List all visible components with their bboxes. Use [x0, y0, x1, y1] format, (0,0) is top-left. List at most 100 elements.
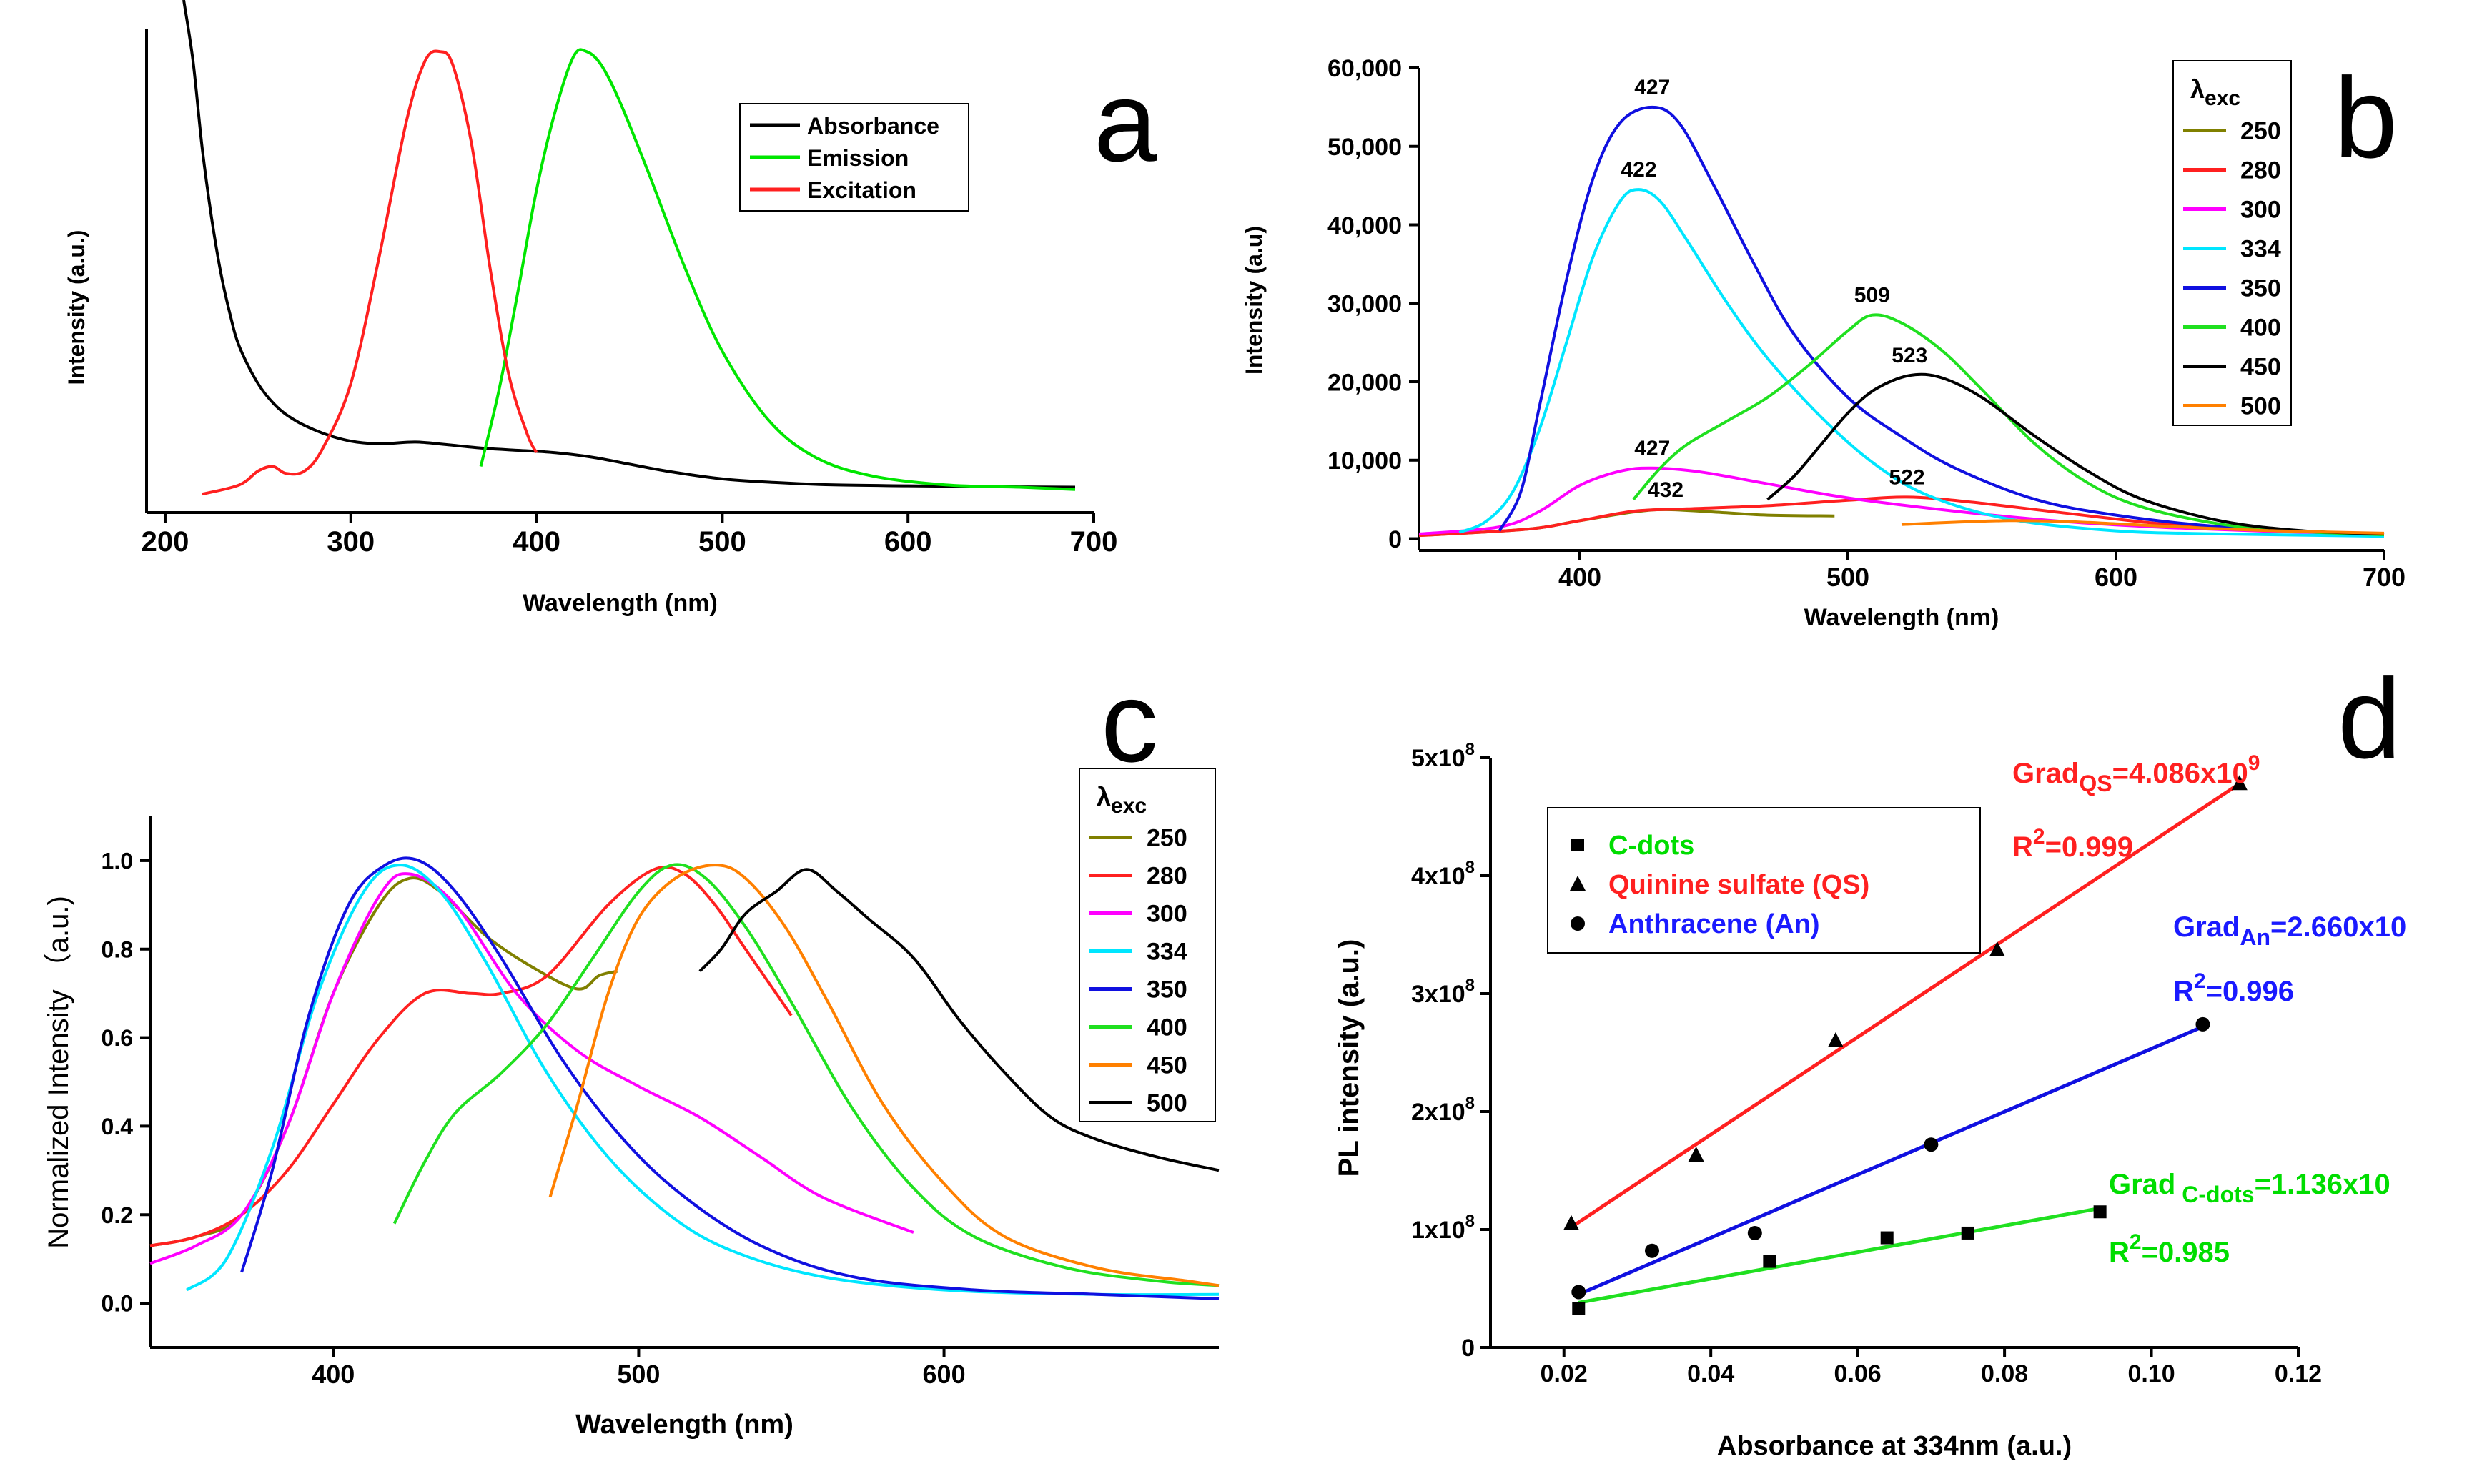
- panel-d-point-c-dots: [2093, 1205, 2107, 1219]
- panel-b-y-tick-label: 10,000: [1327, 447, 1402, 475]
- panel-c: 400 500 600 0.0 0.2 0.4 0.6 0.8 1.0 Wavelength (n…: [43, 658, 1220, 1440]
- panel-a-x-tick-label: 400: [513, 526, 560, 558]
- panel-d-point-quinine-sulfate-qs-: [1563, 1215, 1579, 1230]
- panel-b-peak-label: 509: [1854, 284, 1890, 307]
- panel-b-legend-label: 280: [2240, 157, 2281, 184]
- panel-d-y-tick-exp: 8: [1465, 858, 1475, 877]
- panel-d-point-c-dots: [1880, 1231, 1894, 1245]
- panel-a-series-line-absorbance: [182, 0, 1076, 489]
- panel-c-legend-title-sub: exc: [1111, 794, 1147, 818]
- panel-d-y-tick-base: 0: [1461, 1335, 1475, 1362]
- panel-c-series-line-250: [149, 876, 618, 1247]
- panel-c-letter: c: [1101, 658, 1158, 786]
- panel-d-y-tick-base: 5x10: [1411, 745, 1465, 772]
- panel-b-y-tick-label: 30,000: [1327, 291, 1402, 318]
- annotation-prefix: R: [2012, 831, 2033, 863]
- panel-c-y-tick-label: 0.8: [102, 936, 133, 962]
- panel-a-x-label: Wavelength (nm): [523, 590, 718, 617]
- panel-b-y-tick-label: 50,000: [1327, 134, 1402, 161]
- panel-a-x-tick-label: 600: [884, 526, 932, 558]
- panel-c-y-label: Normalized Intensity （a.u.): [43, 896, 74, 1249]
- panel-b-series-line-350: [1498, 105, 2385, 536]
- panel-c-legend-label: 300: [1147, 901, 1187, 928]
- panel-a-plot-area: [182, 0, 1076, 496]
- panel-d-y-tick-label: 1x108: [1411, 1212, 1475, 1244]
- panel-c-x-tick-label: 400: [312, 1360, 355, 1389]
- panel-c-series-line-280: [149, 865, 793, 1247]
- panel-b-legend-label: 500: [2240, 393, 2281, 420]
- panel-d-x-label: Absorbance at 334nm (a.u.): [1717, 1431, 2072, 1461]
- panel-d-point-quinine-sulfate-qs-: [1827, 1032, 1844, 1047]
- panel-d-x-tick-label: 0.02: [1541, 1360, 1588, 1387]
- panel-a: 200 300 400 500 600 700 Wavelength (nm) Intensi…: [64, 0, 1157, 617]
- panel-d-legend-label: Quinine sulfate (QS): [1608, 870, 1869, 900]
- panel-a-series-line-excitation: [202, 49, 538, 496]
- panel-d-y-tick-label: 4x108: [1411, 858, 1475, 890]
- panel-d-legend-marker: [1571, 839, 1584, 851]
- annotation-mid: =2.660x10: [2270, 911, 2406, 943]
- panel-d-point-quinine-sulfate-qs-: [2231, 775, 2248, 791]
- panel-b-peak-label: 432: [1648, 478, 1683, 502]
- panel-b-legend-title: λexc: [2190, 74, 2240, 110]
- panel-c-y-tick-label: 0.4: [102, 1114, 134, 1139]
- panel-d-legend-box: [1547, 807, 1981, 954]
- panel-a-legend-label: Excitation: [807, 177, 916, 203]
- panel-c-legend-title-lambda: λ: [1097, 782, 1111, 811]
- panel-a-legend-label: Absorbance: [807, 113, 939, 139]
- panel-d-point-anthracene-an-: [1747, 1225, 1762, 1240]
- panel-d-x-tick-label: 0.06: [1834, 1360, 1882, 1387]
- panel-b-series-line-400: [1632, 313, 2385, 536]
- panel-b-y-tick-label: 40,000: [1327, 212, 1402, 239]
- panel-c-legend-title: λexc: [1097, 782, 1147, 818]
- panel-b-peak-label: 427: [1634, 437, 1670, 460]
- panel-d-legend-label: C-dots: [1608, 831, 1694, 861]
- panel-a-x-tick-label: 300: [327, 526, 375, 558]
- panel-d-annotation-cd-r2: R2=0.985: [2109, 1230, 2230, 1268]
- panel-b-y-label: Intensity (a.u): [1241, 226, 1267, 375]
- panel-a-series-line-emission: [479, 48, 1076, 491]
- annotation-sup: 9: [2248, 751, 2260, 775]
- panel-b-x-tick-label: 400: [1558, 563, 1601, 592]
- panel-b-x-tick-label: 700: [2363, 563, 2406, 592]
- panel-a-legend-label: Emission: [807, 145, 909, 171]
- panel-d-y-tick-exp: 8: [1465, 1094, 1475, 1113]
- panel-a-x-tick-label: 200: [142, 526, 189, 558]
- annotation-sub: An: [2240, 924, 2270, 950]
- panel-c-series-line-450: [548, 864, 1220, 1287]
- panel-c-x-label: Wavelength (nm): [575, 1410, 793, 1440]
- panel-a-x-tick-label: 700: [1070, 526, 1118, 558]
- panel-b: 400 500 600 700 0 10,000 20,000 30,000 40,000 50,…: [1241, 54, 2406, 631]
- panel-d-y-tick-label: 3x108: [1411, 976, 1475, 1008]
- panel-d-annotation-qs-grad: GradQS=4.086x109: [2012, 751, 2260, 796]
- panel-d-point-quinine-sulfate-qs-: [1989, 941, 2005, 956]
- panel-a-x-tick-label: 500: [698, 526, 746, 558]
- panel-d-x-tick-label: 0.08: [1981, 1360, 2028, 1387]
- panel-b-legend-label: 250: [2240, 118, 2281, 145]
- panel-d-point-c-dots: [1572, 1302, 1586, 1315]
- panel-c-legend-label: 500: [1147, 1090, 1187, 1117]
- panel-b-x-label: Wavelength (nm): [1804, 604, 1999, 631]
- panel-b-legend-title-sub: exc: [2205, 86, 2240, 110]
- annotation-prefix: Grad: [2109, 1169, 2175, 1200]
- panel-d-y-tick-exp: 8: [1465, 740, 1475, 759]
- panel-b-letter: b: [2334, 54, 2398, 182]
- panel-b-peak-label: 522: [1889, 465, 1924, 489]
- panel-c-series-line-334: [186, 864, 1220, 1297]
- panel-c-legend-box: [1079, 768, 1216, 1122]
- annotation-sup: 2: [2130, 1230, 2142, 1254]
- panel-b-peak-label: 523: [1892, 344, 1927, 367]
- panel-b-series-line-500: [1901, 519, 2385, 535]
- panel-d-y-tick-base: 4x10: [1411, 863, 1465, 890]
- panel-c-series-line-350: [240, 856, 1220, 1300]
- panel-b-y-tick-label: 60,000: [1327, 55, 1402, 82]
- panel-b-legend-label: 400: [2240, 315, 2281, 342]
- panel-c-legend-label: 400: [1147, 1014, 1187, 1042]
- panel-c-legend-label: 350: [1147, 976, 1187, 1004]
- panel-c-y-tick-label: 1.0: [102, 848, 133, 874]
- annotation-mid: =4.086x10: [2112, 758, 2248, 789]
- panel-c-legend-label: 280: [1147, 863, 1187, 890]
- panel-d-y-tick-label: 5x108: [1411, 740, 1475, 772]
- annotation-prefix: R: [2109, 1237, 2130, 1268]
- panel-d-letter: d: [2338, 654, 2401, 782]
